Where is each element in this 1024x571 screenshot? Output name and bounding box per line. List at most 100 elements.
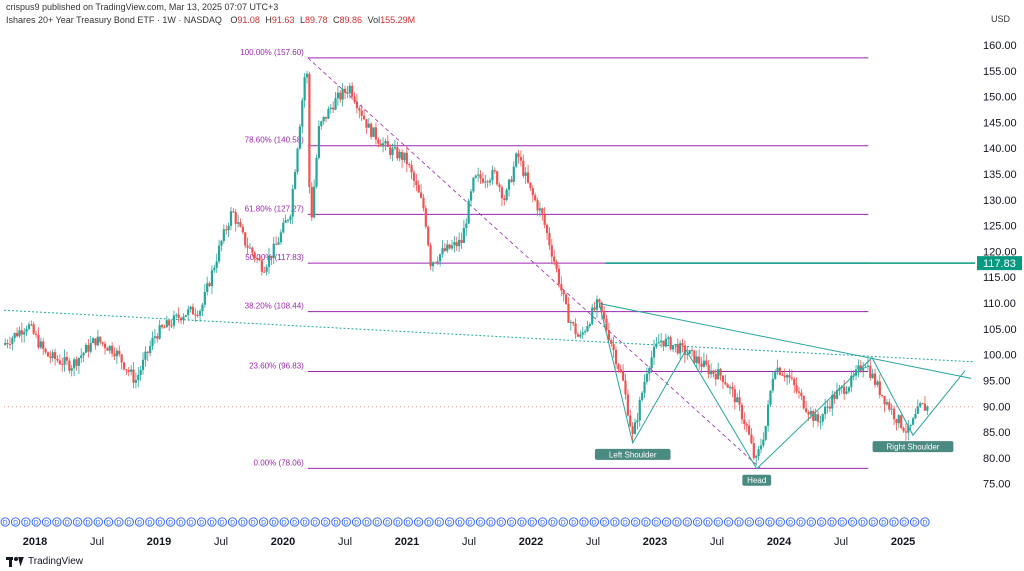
candle-body (911, 418, 915, 425)
dividend-marker-label: D (437, 520, 442, 527)
x-tick-label: 2019 (147, 536, 171, 548)
candle-body (581, 332, 584, 335)
dividend-marker (703, 517, 713, 527)
candle-body (320, 121, 323, 127)
candle-body (39, 341, 42, 348)
candle-body (87, 344, 90, 352)
y-tick-label: 160.00 (983, 40, 1017, 52)
dividend-marker (124, 517, 134, 527)
candle-body (638, 399, 641, 421)
candle-body (738, 397, 741, 405)
candle-body (885, 402, 889, 405)
volume-label: Vol (367, 15, 381, 25)
candle-body (51, 352, 54, 358)
candle-body (443, 248, 446, 251)
candle-body (641, 392, 644, 400)
candle-body (797, 391, 801, 393)
tradingview-brand[interactable]: TradingView (6, 556, 83, 567)
candle-body (80, 355, 83, 359)
dividend-marker-label: D (799, 520, 804, 527)
candle-body (393, 147, 397, 149)
candle-body (831, 395, 834, 409)
dividend-marker-label: D (499, 520, 504, 527)
candle-body (96, 336, 99, 346)
high-value: 91.63 (271, 15, 295, 25)
candle-body (134, 380, 138, 383)
candle-body (871, 373, 874, 378)
pattern-label: Left Shoulder (609, 450, 657, 459)
candle-body (246, 245, 249, 248)
pattern-label: Head (747, 476, 766, 485)
candle-body (800, 392, 803, 397)
candle-body (429, 245, 432, 267)
candle-body (536, 200, 539, 211)
candle-body (339, 92, 342, 100)
candle-body (18, 330, 21, 337)
candle-body (543, 213, 546, 225)
candle-body (256, 257, 259, 259)
candle-body (484, 181, 487, 183)
candle-body (679, 343, 682, 354)
dividend-marker-label: D (788, 520, 793, 527)
candle-body (664, 338, 667, 347)
dividend-marker (10, 517, 21, 527)
candle-body (503, 198, 506, 201)
candle-body (32, 324, 35, 334)
candle-body (764, 425, 767, 440)
candle-body (365, 119, 368, 128)
dividend-marker-label: D (179, 520, 184, 527)
dividend-marker-label: D (3, 520, 8, 527)
candle-body (743, 419, 746, 425)
candle-body (479, 174, 482, 179)
candle-body (745, 424, 748, 426)
candle-body (702, 360, 706, 367)
candle-body (106, 348, 109, 351)
candlesticks (4, 70, 929, 466)
dividend-marker (537, 517, 548, 527)
candle-body (201, 304, 204, 311)
candle-body (165, 320, 168, 328)
candle-body (272, 243, 275, 258)
candle-body (793, 378, 796, 386)
candle-body (75, 359, 78, 366)
dividend-marker (796, 517, 806, 527)
x-tick-label: Jul (214, 536, 228, 548)
candle-body (762, 439, 765, 446)
candle-body (305, 73, 309, 78)
dividend-marker (734, 517, 744, 527)
pattern-label-box (742, 474, 772, 486)
candle-body (405, 152, 408, 165)
dividend-marker (186, 517, 196, 527)
dividend-marker-label: D (168, 520, 173, 527)
dividend-marker (765, 517, 775, 527)
dividend-marker-label: D (861, 520, 866, 527)
candle-body (348, 85, 351, 94)
dividend-marker-label: D (396, 520, 401, 527)
candle-body (607, 329, 610, 340)
dividend-marker-label: D (902, 520, 907, 527)
candle-body (379, 143, 382, 147)
candle-body (795, 385, 798, 392)
candle-body (902, 427, 905, 432)
close-label: C (333, 15, 340, 25)
candle-body (507, 179, 511, 190)
candle-body (351, 85, 354, 97)
candle-body (757, 449, 760, 457)
candle-body (888, 402, 891, 410)
candle-body (462, 227, 465, 243)
candle-body (450, 245, 454, 249)
candle-body (267, 255, 271, 267)
dividend-marker (320, 517, 331, 527)
y-tick-label: 90.00 (983, 401, 1011, 413)
candle-body (650, 357, 653, 369)
candle-body (809, 410, 812, 415)
dividend-marker-label: D (644, 520, 649, 527)
candle-body (919, 403, 922, 407)
candle-body (315, 157, 318, 187)
candle-body (705, 360, 708, 365)
symbol-legend[interactable]: Ishares 20+ Year Treasury Bond ETF · 1W … (6, 15, 415, 25)
candle-body (488, 180, 492, 183)
dividend-marker-label: D (633, 520, 638, 527)
candle-body (900, 415, 903, 428)
